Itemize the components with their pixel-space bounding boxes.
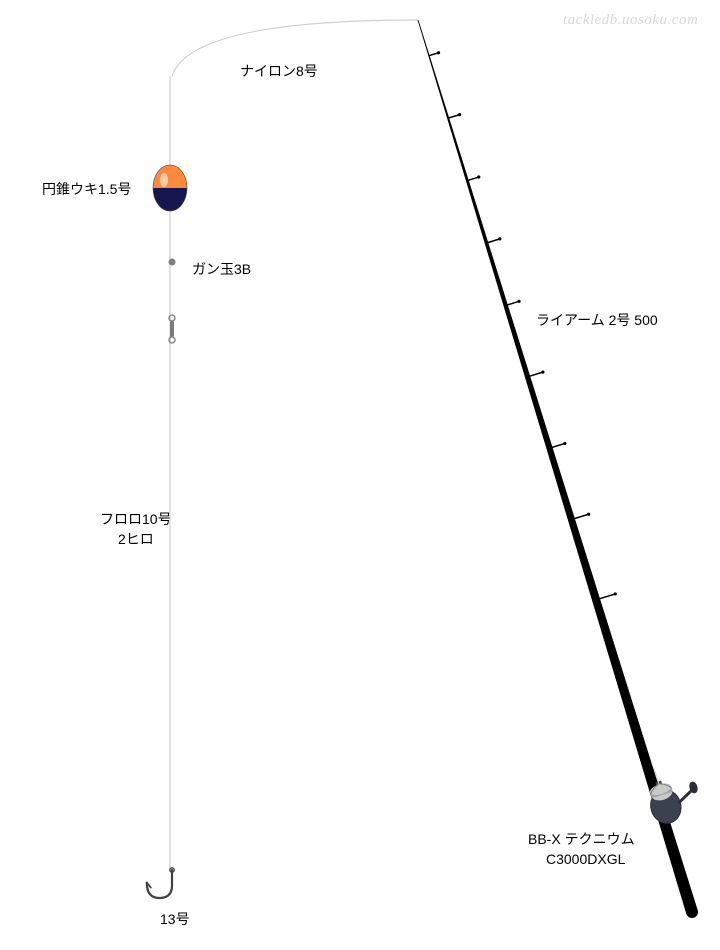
rod-guide bbox=[528, 372, 543, 377]
hook-icon bbox=[147, 870, 172, 898]
rod-guide bbox=[487, 239, 500, 243]
rig-svg bbox=[0, 0, 720, 950]
float-icon bbox=[153, 165, 187, 211]
rod-guide bbox=[448, 115, 459, 119]
rod-guide bbox=[506, 301, 519, 305]
split-shot-icon bbox=[169, 259, 176, 266]
diagram-canvas: tackledb.uosoku.com ナイロン8号 円錐ウキ1.5号 ガン玉3… bbox=[0, 0, 720, 950]
rod-body bbox=[418, 20, 698, 914]
main-line-curve bbox=[172, 20, 418, 76]
rod-guide bbox=[467, 177, 478, 181]
